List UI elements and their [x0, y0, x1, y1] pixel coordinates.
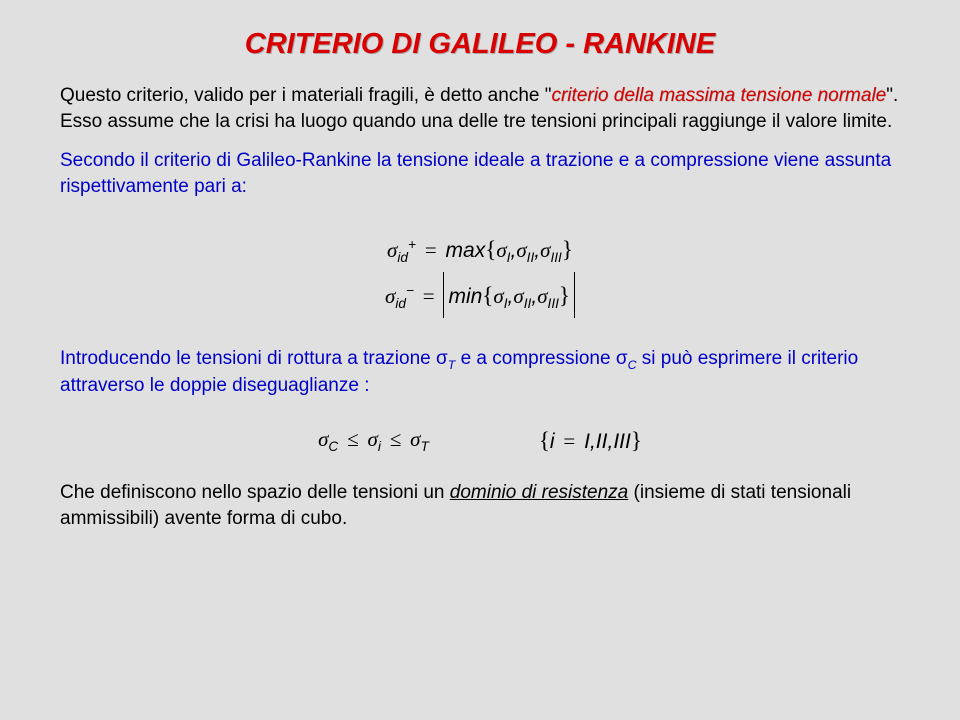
sub-id-2: id: [395, 296, 406, 311]
sub-id-1: id: [397, 250, 408, 265]
subIII-1: III: [550, 250, 561, 265]
sigII-2: σ: [513, 284, 523, 308]
sigIII-2: σ: [537, 284, 547, 308]
formula-1: σid+ = max{σI,σII,σIII}: [60, 226, 900, 272]
formula-block-1: σid+ = max{σI,σII,σIII} σid− = min{σI,σI…: [60, 226, 900, 318]
sigI-1: σ: [496, 238, 506, 262]
le2: ≤: [387, 427, 405, 451]
rbrace-1: }: [562, 236, 573, 262]
sigI-2: σ: [493, 284, 503, 308]
fn-max: max: [446, 239, 486, 262]
slide-title: CRITERIO DI GALILEO - RANKINE: [60, 28, 900, 61]
sigII-1: σ: [516, 238, 526, 262]
formula-2: σid− = min{σI,σII,σIII}: [60, 272, 900, 318]
p1-keyword: criterio della massima tensione normale: [551, 85, 886, 106]
eq-2: =: [420, 284, 438, 308]
paragraph-3: Introducendo le tensioni di rottura a tr…: [60, 346, 900, 399]
eq-1: =: [422, 238, 440, 262]
sigC: σ: [318, 427, 328, 451]
subIII-2: III: [548, 296, 559, 311]
sup-plus: +: [408, 237, 416, 252]
sigi: σ: [368, 427, 378, 451]
sup-minus: −: [406, 283, 414, 298]
abs-wrap: min{σI,σII,σIII}: [443, 272, 575, 318]
subC: C: [328, 439, 338, 454]
set-II: II: [596, 430, 608, 453]
paragraph-2: Secondo il criterio di Galileo-Rankine l…: [60, 148, 900, 199]
eq-3: =: [560, 429, 578, 453]
sigT: σ: [410, 427, 420, 451]
formula-3: σC ≤ σi ≤ σT: [318, 427, 429, 454]
paragraph-4: Che definiscono nello spazio delle tensi…: [60, 480, 900, 531]
p1-text-a: Questo criterio, valido per i materiali …: [60, 85, 551, 106]
lbrace-1: {: [485, 236, 496, 262]
set-III: III: [613, 430, 631, 453]
sigma-2: σ: [385, 284, 395, 308]
formula-block-2: σC ≤ σi ≤ σT {i = I,II,III}: [60, 427, 900, 454]
paragraph-1: Questo criterio, valido per i materiali …: [60, 83, 900, 134]
set-i: i: [550, 430, 555, 453]
lbrace-3: {: [539, 427, 550, 453]
p4-underline: dominio di resistenza: [450, 482, 628, 503]
rbrace-3: }: [631, 427, 642, 453]
lbrace-2: {: [482, 282, 493, 308]
sigma-1: σ: [387, 238, 397, 262]
subi: i: [378, 439, 381, 454]
slide: CRITERIO DI GALILEO - RANKINE Questo cri…: [0, 0, 960, 576]
sigIII-1: σ: [540, 238, 550, 262]
fn-min: min: [448, 285, 482, 308]
p3b: e a compressione σ: [455, 348, 627, 369]
p3a: Introducendo le tensioni di rottura a tr…: [60, 348, 448, 369]
le1: ≤: [344, 427, 362, 451]
p4a: Che definiscono nello spazio delle tensi…: [60, 482, 450, 503]
rbrace-2: }: [559, 282, 570, 308]
subT: T: [420, 439, 428, 454]
formula-3-set: {i = I,II,III}: [539, 427, 642, 454]
